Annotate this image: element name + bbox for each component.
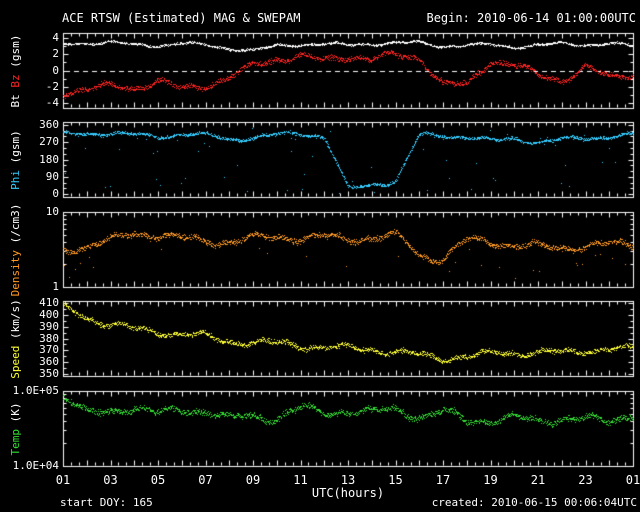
xtick-01-h1: 01 [55, 473, 71, 487]
y-axis-label-phi: Phi (gsm) [9, 129, 22, 190]
start-doy-label: start DOY: 165 [60, 496, 153, 509]
ytick-temp-1.0E+04: 1.0E+04 [12, 459, 59, 472]
y-axis-label-density: Density (/cm3) [9, 203, 22, 296]
xtick-01-h25: 01 [625, 473, 640, 487]
y-axis-label-speed: Speed (km/s) [9, 298, 22, 379]
axis-label-part-mag-0: Bt [9, 93, 22, 107]
ytick-density-1: 1 [52, 280, 59, 293]
axis-label-part-speed-1: (km/s) [9, 298, 22, 339]
ytick-speed-350: 350 [39, 366, 59, 380]
begin-timestamp: Begin: 2010-06-14 01:00:00UTC [426, 11, 636, 25]
page-title: ACE RTSW (Estimated) MAG & SWEPAM [62, 11, 301, 25]
axis-label-part-phi-0: Phi [9, 169, 22, 190]
ytick-phi-0: 0 [52, 187, 59, 201]
axis-label-part-phi-1: (gsm) [9, 129, 22, 163]
xtick-11-h11: 11 [293, 473, 308, 487]
axis-label-part-speed-0: Speed [9, 345, 22, 379]
xtick-19-h19: 19 [483, 473, 498, 487]
axis-label-part-mag-1: Bz [9, 73, 22, 88]
created-timestamp: created: 2010-06-15 00:06:04UTC [431, 496, 637, 509]
ytick-mag-0: 0 [52, 63, 59, 77]
xtick-23-h23: 23 [578, 473, 593, 487]
xtick-05-h5: 05 [150, 473, 166, 487]
axis-label-part-mag-2: (gsm) [9, 34, 22, 68]
ytick-speed-360: 360 [39, 354, 59, 368]
ytick-speed-390: 390 [39, 319, 59, 333]
xtick-07-h7: 07 [198, 473, 213, 487]
ytick-speed-370: 370 [39, 343, 59, 357]
axis-label-part-density-0: Density [9, 249, 22, 296]
xtick-09-h9: 09 [245, 473, 261, 487]
ytick-mag--4: -4 [45, 96, 59, 110]
xtick-21-h21: 21 [530, 473, 546, 487]
ytick-phi-90: 90 [45, 169, 59, 183]
axis-label-part-density-1: (/cm3) [9, 203, 22, 243]
axis-label-part-temp-0: Temp [9, 428, 22, 456]
y-axis-label-mag: Bt Bz (gsm) [9, 34, 22, 107]
ytick-speed-410: 410 [39, 296, 59, 310]
ytick-phi-360: 360 [39, 117, 59, 131]
ytick-mag--2: -2 [45, 79, 59, 93]
ytick-phi-270: 270 [39, 135, 59, 149]
ytick-mag-4: 4 [52, 30, 59, 44]
ytick-speed-380: 380 [39, 331, 59, 345]
xtick-03-h3: 03 [103, 473, 118, 487]
ytick-density-10: 10 [45, 205, 59, 218]
ytick-speed-400: 400 [39, 308, 59, 322]
xtick-13-h13: 13 [340, 473, 356, 487]
y-axis-label-temp: Temp (K) [9, 402, 22, 456]
x-axis-title: UTC(hours) [311, 486, 385, 500]
ytick-phi-180: 180 [39, 152, 59, 166]
ytick-temp-1.0E+05: 1.0E+05 [12, 384, 59, 397]
axis-label-part-temp-1: (K) [9, 402, 22, 422]
xtick-17-h17: 17 [435, 473, 451, 487]
xtick-15-h15: 15 [388, 473, 403, 487]
ytick-mag-2: 2 [52, 47, 59, 61]
